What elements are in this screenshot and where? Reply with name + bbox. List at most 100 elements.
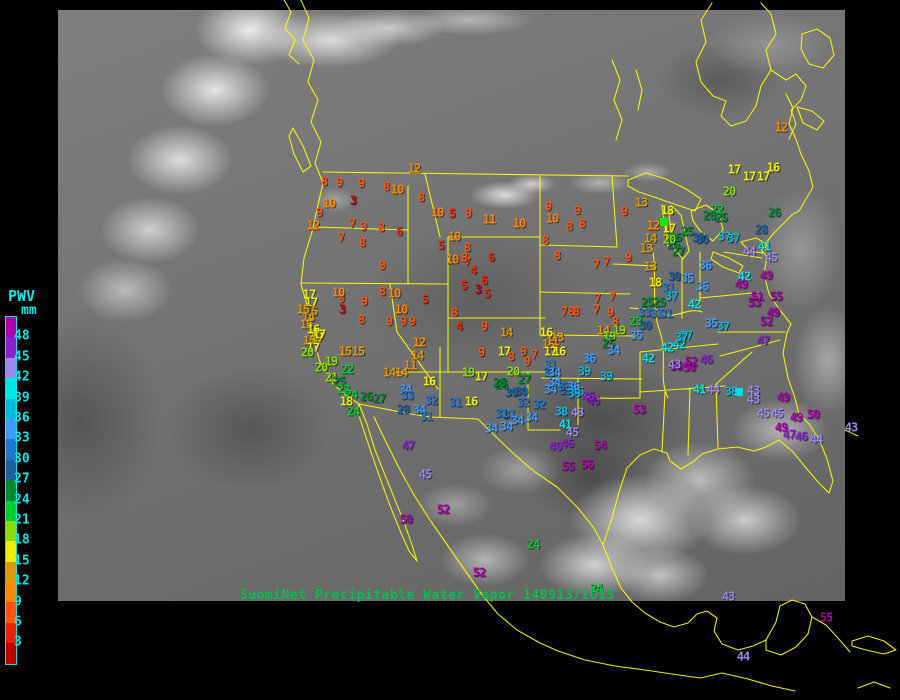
station-value: 45 bbox=[764, 250, 778, 265]
cuba-outline bbox=[851, 635, 897, 655]
station-value: 9 bbox=[359, 219, 367, 234]
legend-label: 48 bbox=[14, 328, 30, 344]
station-value: 15 bbox=[299, 317, 313, 332]
station-value: 45 bbox=[565, 425, 579, 440]
station-value: 46 bbox=[581, 389, 595, 404]
caribbean-coast bbox=[811, 616, 851, 653]
station-value: 45 bbox=[756, 406, 770, 421]
station-value: 42 bbox=[641, 351, 655, 366]
station-value: 20 bbox=[662, 232, 676, 247]
station-value: 17 bbox=[306, 340, 320, 355]
station-value: 11 bbox=[403, 358, 417, 373]
station-value: 9 bbox=[335, 175, 343, 190]
station-value: 9 bbox=[519, 344, 527, 359]
station-value: 3 bbox=[349, 193, 357, 208]
hudson-bay bbox=[695, 2, 777, 127]
island-outline bbox=[844, 429, 891, 689]
station-value: 32 bbox=[532, 397, 546, 412]
station-value: 50 bbox=[669, 359, 683, 374]
newfoundland bbox=[800, 28, 835, 69]
station-value: 10 bbox=[331, 285, 345, 300]
station-value: 49 bbox=[774, 420, 788, 435]
station-value: 52 bbox=[684, 354, 698, 369]
station-value: 42 bbox=[660, 340, 674, 355]
lake-erie bbox=[710, 251, 744, 274]
station-value: 15 bbox=[338, 344, 352, 359]
station-value: 31 bbox=[502, 407, 516, 422]
legend-label: 45 bbox=[14, 349, 30, 365]
station-value: 10 bbox=[545, 211, 559, 226]
station-value: 25 bbox=[332, 374, 346, 389]
station-value: 10 bbox=[512, 216, 526, 231]
station-value: 49 bbox=[759, 268, 773, 283]
station-value: 9 bbox=[573, 203, 581, 218]
legend-label: 30 bbox=[14, 451, 30, 467]
station-value: 18 bbox=[339, 394, 353, 409]
legend-swatch bbox=[6, 500, 16, 521]
legend-swatch bbox=[6, 459, 16, 481]
station-value: 14 bbox=[643, 231, 657, 246]
station-value: 31 bbox=[659, 306, 673, 321]
station-value: 14 bbox=[596, 323, 610, 338]
station-value: 31 bbox=[542, 365, 556, 380]
station-value: 44 bbox=[706, 382, 720, 397]
station-value: 17 bbox=[742, 169, 756, 184]
station-value: 36 bbox=[698, 258, 712, 273]
station-value: 7 bbox=[463, 254, 471, 269]
legend-swatch bbox=[6, 357, 16, 379]
station-value: 34 bbox=[398, 382, 412, 397]
station-value: 10 bbox=[394, 302, 408, 317]
station-value: 15 bbox=[304, 304, 318, 319]
station-value: 30 bbox=[667, 269, 681, 284]
station-value: 24 bbox=[589, 581, 603, 596]
station-value: 37 bbox=[716, 319, 730, 334]
station-value: 16 bbox=[766, 160, 780, 175]
station-value: 33 bbox=[557, 379, 571, 394]
station-value: 50 bbox=[806, 407, 820, 422]
legend-label: 12 bbox=[14, 573, 30, 589]
lake-winnipeg bbox=[611, 59, 643, 141]
station-value: 26 bbox=[668, 230, 682, 245]
station-value: 26 bbox=[767, 205, 781, 220]
legend-swatch bbox=[6, 418, 16, 440]
station-value: 38 bbox=[554, 404, 568, 419]
station-value: 30 bbox=[695, 232, 709, 247]
station-value: 12 bbox=[774, 120, 788, 135]
station-value: 53 bbox=[747, 295, 761, 310]
station-value: 9 bbox=[385, 314, 393, 329]
mexico-gulf-south-coast bbox=[602, 544, 767, 651]
station-value: 3 bbox=[338, 302, 346, 317]
station-value: 17 bbox=[312, 327, 326, 342]
mexico-west-coastline bbox=[373, 416, 796, 692]
legend-label: 9 bbox=[14, 594, 22, 610]
station-value: 34 bbox=[510, 413, 524, 428]
station-value: 28 bbox=[754, 222, 768, 237]
station-value: 43 bbox=[746, 383, 760, 398]
station-value: 8 bbox=[378, 284, 386, 299]
station-value: 19 bbox=[602, 329, 616, 344]
vancouver-island bbox=[288, 127, 312, 173]
legend-label: 15 bbox=[14, 553, 30, 569]
station-value: 9 bbox=[378, 258, 386, 273]
legend-label: 18 bbox=[14, 532, 30, 548]
station-value: 15 bbox=[302, 333, 316, 348]
station-value: 16 bbox=[464, 394, 478, 409]
station-value: 23 bbox=[336, 382, 350, 397]
station-value: 18 bbox=[660, 203, 674, 218]
station-value: 8 bbox=[357, 312, 365, 327]
station-value: 41 bbox=[692, 382, 706, 397]
station-value: 17 bbox=[756, 169, 770, 184]
station-value: 54 bbox=[593, 438, 607, 453]
station-value: 7 bbox=[592, 257, 600, 272]
station-value: 8 bbox=[417, 190, 425, 205]
station-value: 20 bbox=[722, 184, 736, 199]
station-value: 38 bbox=[724, 384, 738, 399]
station-value: 8 bbox=[463, 240, 471, 255]
station-value: 30 bbox=[691, 230, 705, 245]
lake-michigan bbox=[668, 206, 690, 260]
station-value: 5 bbox=[448, 206, 456, 221]
station-value: 9 bbox=[408, 314, 416, 329]
station-value: 8 bbox=[553, 248, 561, 263]
station-value: 46 bbox=[560, 436, 574, 451]
